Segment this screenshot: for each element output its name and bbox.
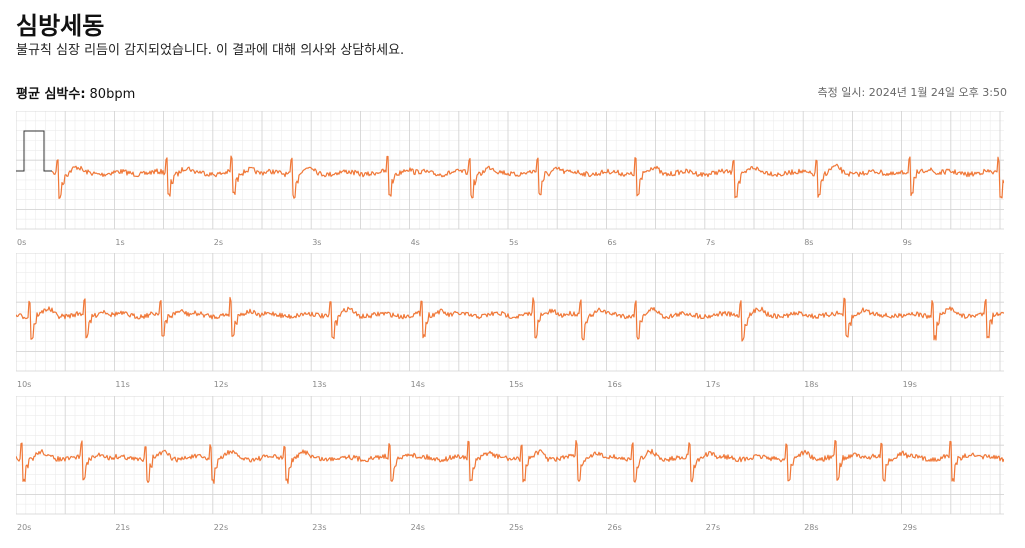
time-tick-label: 27s [706,523,720,532]
time-tick-label: 16s [607,380,621,389]
result-description: 불규칙 심장 리듬이 감지되었습니다. 이 결과에 대해 의사와 상담하세요. [16,43,405,58]
time-tick-label: 25s [509,523,523,532]
ecg-grid [16,396,1004,515]
time-tick-label: 13s [312,380,326,389]
time-tick-label: 14s [411,380,425,389]
time-tick-label: 11s [115,380,129,389]
heart-rate-label: 평균 심박수: [16,87,86,102]
ecg-strip-2: 10s 11s 12s 13s 14s 15s 16s 17s 18s 19s [16,253,1004,389]
time-tick-label: 7s [706,238,715,247]
grid-minor-lines [16,111,1004,229]
time-tick-label: 8s [804,238,813,247]
ecg-grid [16,253,1004,372]
grid-minor-lines [16,396,1004,514]
ecg-trace [51,155,1004,199]
time-tick-label: 19s [903,380,917,389]
grid-major-lines [16,253,1004,372]
time-axis: 20s 21s 22s 23s 24s 25s 26s 27s 28s 29s [17,523,917,532]
time-tick-label: 10s [17,380,31,389]
calibration-pulse [16,130,52,172]
time-axis: 0s 1s 2s 3s 4s 5s 6s 7s 8s 9s [17,238,912,247]
time-tick-label: 17s [706,380,720,389]
measurement-timestamp: 측정 일시: 2024년 1월 24일 오후 3:50 [817,86,1007,99]
time-tick-label: 15s [509,380,523,389]
time-tick-label: 12s [214,380,228,389]
time-tick-label: 5s [509,238,518,247]
ecg-strip-3-canvas: 20s 21s 22s 23s 24s 25s 26s 27s 28s 29s [16,396,1004,532]
ecg-strip-3: 20s 21s 22s 23s 24s 25s 26s 27s 28s 29s [16,396,1004,532]
grid-minor-lines [16,253,1004,371]
time-tick-label: 1s [115,238,124,247]
ecg-strip-1-canvas: 0s 1s 2s 3s 4s 5s 6s 7s 8s 9s [16,111,1004,247]
heart-rate-value: 80bpm [89,87,136,102]
time-tick-label: 22s [214,523,228,532]
time-tick-label: 2s [214,238,223,247]
time-tick-label: 20s [17,523,31,532]
page-title: 심방세동 [16,12,105,40]
ecg-trace [16,440,1004,484]
time-tick-label: 26s [607,523,621,532]
time-tick-label: 18s [804,380,818,389]
time-tick-label: 23s [312,523,326,532]
time-tick-label: 6s [607,238,616,247]
time-tick-label: 0s [17,238,26,247]
time-tick-label: 28s [804,523,818,532]
time-tick-label: 4s [411,238,420,247]
time-tick-label: 3s [312,238,321,247]
time-tick-label: 24s [411,523,425,532]
time-tick-label: 21s [115,523,129,532]
ecg-grid [16,111,1004,230]
time-tick-label: 9s [903,238,912,247]
ecg-trace [16,296,1004,342]
time-axis: 10s 11s 12s 13s 14s 15s 16s 17s 18s 19s [17,380,917,389]
ecg-strip-2-canvas: 10s 11s 12s 13s 14s 15s 16s 17s 18s 19s [16,253,1004,389]
average-heart-rate: 평균 심박수: 80bpm [16,83,135,102]
ecg-strip-1: 0s 1s 2s 3s 4s 5s 6s 7s 8s 9s [16,111,1004,247]
time-tick-label: 29s [903,523,917,532]
